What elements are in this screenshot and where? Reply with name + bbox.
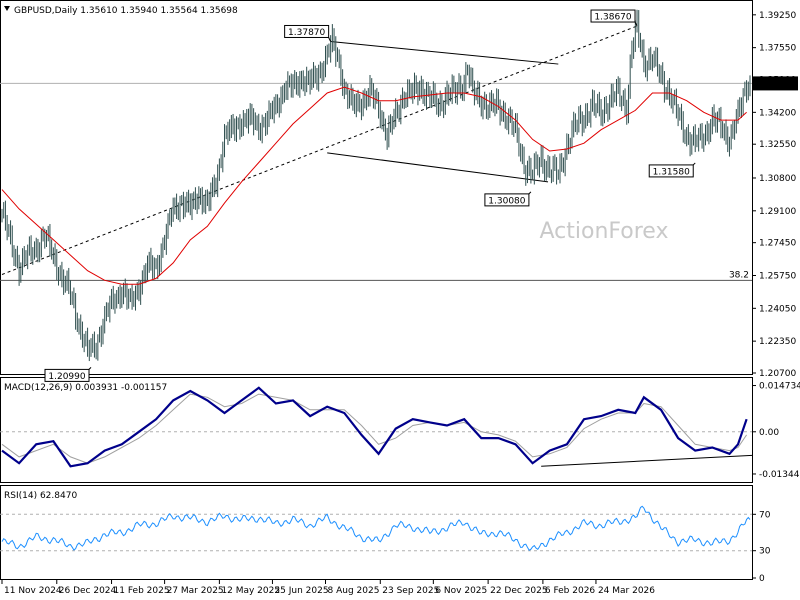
- price-header: GBPUSD,Daily 1.35610 1.35940 1.35564 1.3…: [14, 6, 238, 16]
- price-annotation-pointer: [528, 191, 532, 195]
- x-tick-label: 25 Jun 2025: [274, 586, 328, 596]
- price-annotation-label: 1.20990: [48, 372, 85, 382]
- price-annotation-box: [44, 368, 90, 382]
- price-annotation-label: 1.31580: [653, 167, 690, 177]
- price-annotation-pointer: [634, 21, 638, 27]
- price-y-tick-label: 1.25750: [759, 271, 796, 281]
- moving-average-group: [1, 86, 747, 285]
- moving-average-line: [1, 86, 747, 285]
- current-price-box: [752, 76, 798, 91]
- price-y-tick-label: 1.30800: [759, 174, 796, 184]
- price-y-axis: 1.39250 1.37550 1.35900 1.34200 1.32550 1.308…: [752, 11, 796, 379]
- rsi-lines-group: [1, 505, 751, 551]
- x-tick-label: 27 Mar 2025: [167, 586, 224, 596]
- trendline: [327, 152, 549, 183]
- price-panel-frame: [0, 0, 753, 375]
- rsi-panel-frame: [0, 485, 753, 580]
- price-y-tick-label: 1.20700: [759, 369, 796, 379]
- x-tick-label: 23 Sep 2025: [382, 586, 439, 596]
- macd-lines-group: [1, 386, 753, 468]
- price-annotation-box: [590, 9, 636, 23]
- trendline: [330, 40, 559, 65]
- rsi-y-tick-label: 0: [759, 574, 765, 584]
- price-y-tick-label: 1.29100: [759, 207, 796, 217]
- macd-y-tick-label: -0.013442: [759, 470, 800, 480]
- rsi-y-axis: 70 30 0: [0, 510, 771, 584]
- price-y-tick-label: 1.24050: [759, 304, 796, 314]
- dropdown-triangle-icon[interactable]: [4, 6, 10, 11]
- price-y-tick-label: 1.22350: [759, 337, 796, 347]
- macd-header: MACD(12,26,9) 0.003931 -0.001157: [4, 383, 167, 393]
- price-annotation-label: 1.30080: [488, 196, 525, 206]
- x-tick-label: 6 Nov 2025: [435, 586, 487, 596]
- macd-y-tick-label: 0.00: [759, 428, 779, 438]
- trendlines-group: [1, 25, 638, 275]
- price-annotations-group: 1.20990 1.37870 1.30080 1.38670 1.31580: [44, 9, 696, 382]
- x-tick-label: 11 Nov 2024: [4, 586, 62, 596]
- watermark: ActionForex: [540, 219, 669, 244]
- price-annotation-label: 1.37870: [288, 28, 325, 38]
- x-tick-label: 26 Dec 2024: [59, 586, 117, 596]
- price-y-tick-label: 1.35900: [759, 76, 796, 86]
- macd-y-axis: 0.014734 0.00 -0.013442: [0, 382, 800, 480]
- rsi-y-tick-label: 30: [759, 547, 771, 557]
- level-line-label: 38.2: [729, 270, 749, 280]
- x-tick-label: 22 Dec 2025: [490, 586, 547, 596]
- rsi-y-tick-label: 70: [759, 510, 771, 520]
- price-annotation-box: [484, 193, 530, 207]
- rsi-line: [1, 505, 751, 551]
- x-tick-label: 8 Aug 2025: [328, 586, 380, 596]
- x-tick-label: 11 Feb 2025: [114, 586, 170, 596]
- macd-support-line: [541, 454, 753, 467]
- price-annotation-pointer: [328, 37, 332, 42]
- price-annotation-label: 1.38670: [594, 13, 631, 23]
- macd-panel-frame: [0, 377, 753, 483]
- current-price-label: 1.35698: [758, 80, 795, 90]
- price-annotation-box: [648, 164, 694, 178]
- price-y-tick-label: 1.27450: [759, 239, 796, 249]
- price-annotation-pointer: [88, 367, 92, 370]
- price-y-tick-label: 1.34200: [759, 108, 796, 118]
- price-y-tick-label: 1.39250: [759, 11, 796, 21]
- price-annotation-pointer: [692, 162, 696, 166]
- macd-y-tick-label: 0.014734: [759, 382, 800, 392]
- x-tick-label: 12 May 2025: [221, 586, 280, 596]
- x-tick-label: 6 Feb 2026: [545, 586, 596, 596]
- price-y-tick-label: 1.37550: [759, 44, 796, 54]
- price-annotation-box: [284, 24, 330, 38]
- x-tick-label: 24 Mar 2026: [598, 586, 655, 596]
- macd-line: [1, 386, 748, 468]
- rsi-header: RSI(14) 62.8470: [4, 491, 77, 501]
- price-y-tick-label: 1.32550: [759, 140, 796, 150]
